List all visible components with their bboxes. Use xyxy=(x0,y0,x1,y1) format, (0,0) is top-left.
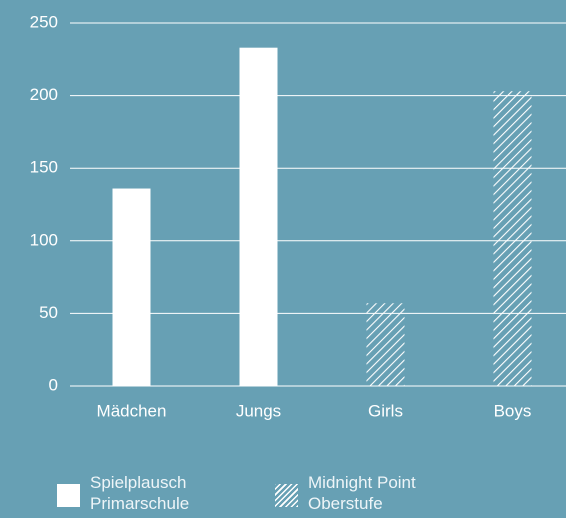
x-tick-label: Boys xyxy=(494,401,532,420)
y-tick-label: 100 xyxy=(30,230,58,249)
legend-label: Midnight Point Oberstufe xyxy=(308,473,416,513)
y-tick-label: 0 xyxy=(49,375,58,394)
plot: 0 50 100 150 200 250 Mädchen Jungs Girls Boys xyxy=(30,12,566,420)
bar xyxy=(366,303,405,386)
bar xyxy=(493,91,532,386)
legend-item: Midnight Point Oberstufe xyxy=(275,472,425,514)
bar xyxy=(112,188,151,386)
x-tick-label: Mädchen xyxy=(97,401,167,420)
y-tick-label: 150 xyxy=(30,158,58,177)
legend-swatch xyxy=(275,484,298,507)
bar xyxy=(239,47,278,387)
legend-item: Spielplausch Primarschule xyxy=(57,472,197,514)
x-tick-label: Jungs xyxy=(236,401,281,420)
legend-swatch xyxy=(57,484,80,507)
legend-label: Spielplausch Primarschule xyxy=(90,473,190,513)
y-tick-label: 50 xyxy=(39,303,58,322)
y-tick-label: 200 xyxy=(30,85,58,104)
x-tick-label: Girls xyxy=(368,401,403,420)
y-tick-label: 250 xyxy=(30,12,58,31)
